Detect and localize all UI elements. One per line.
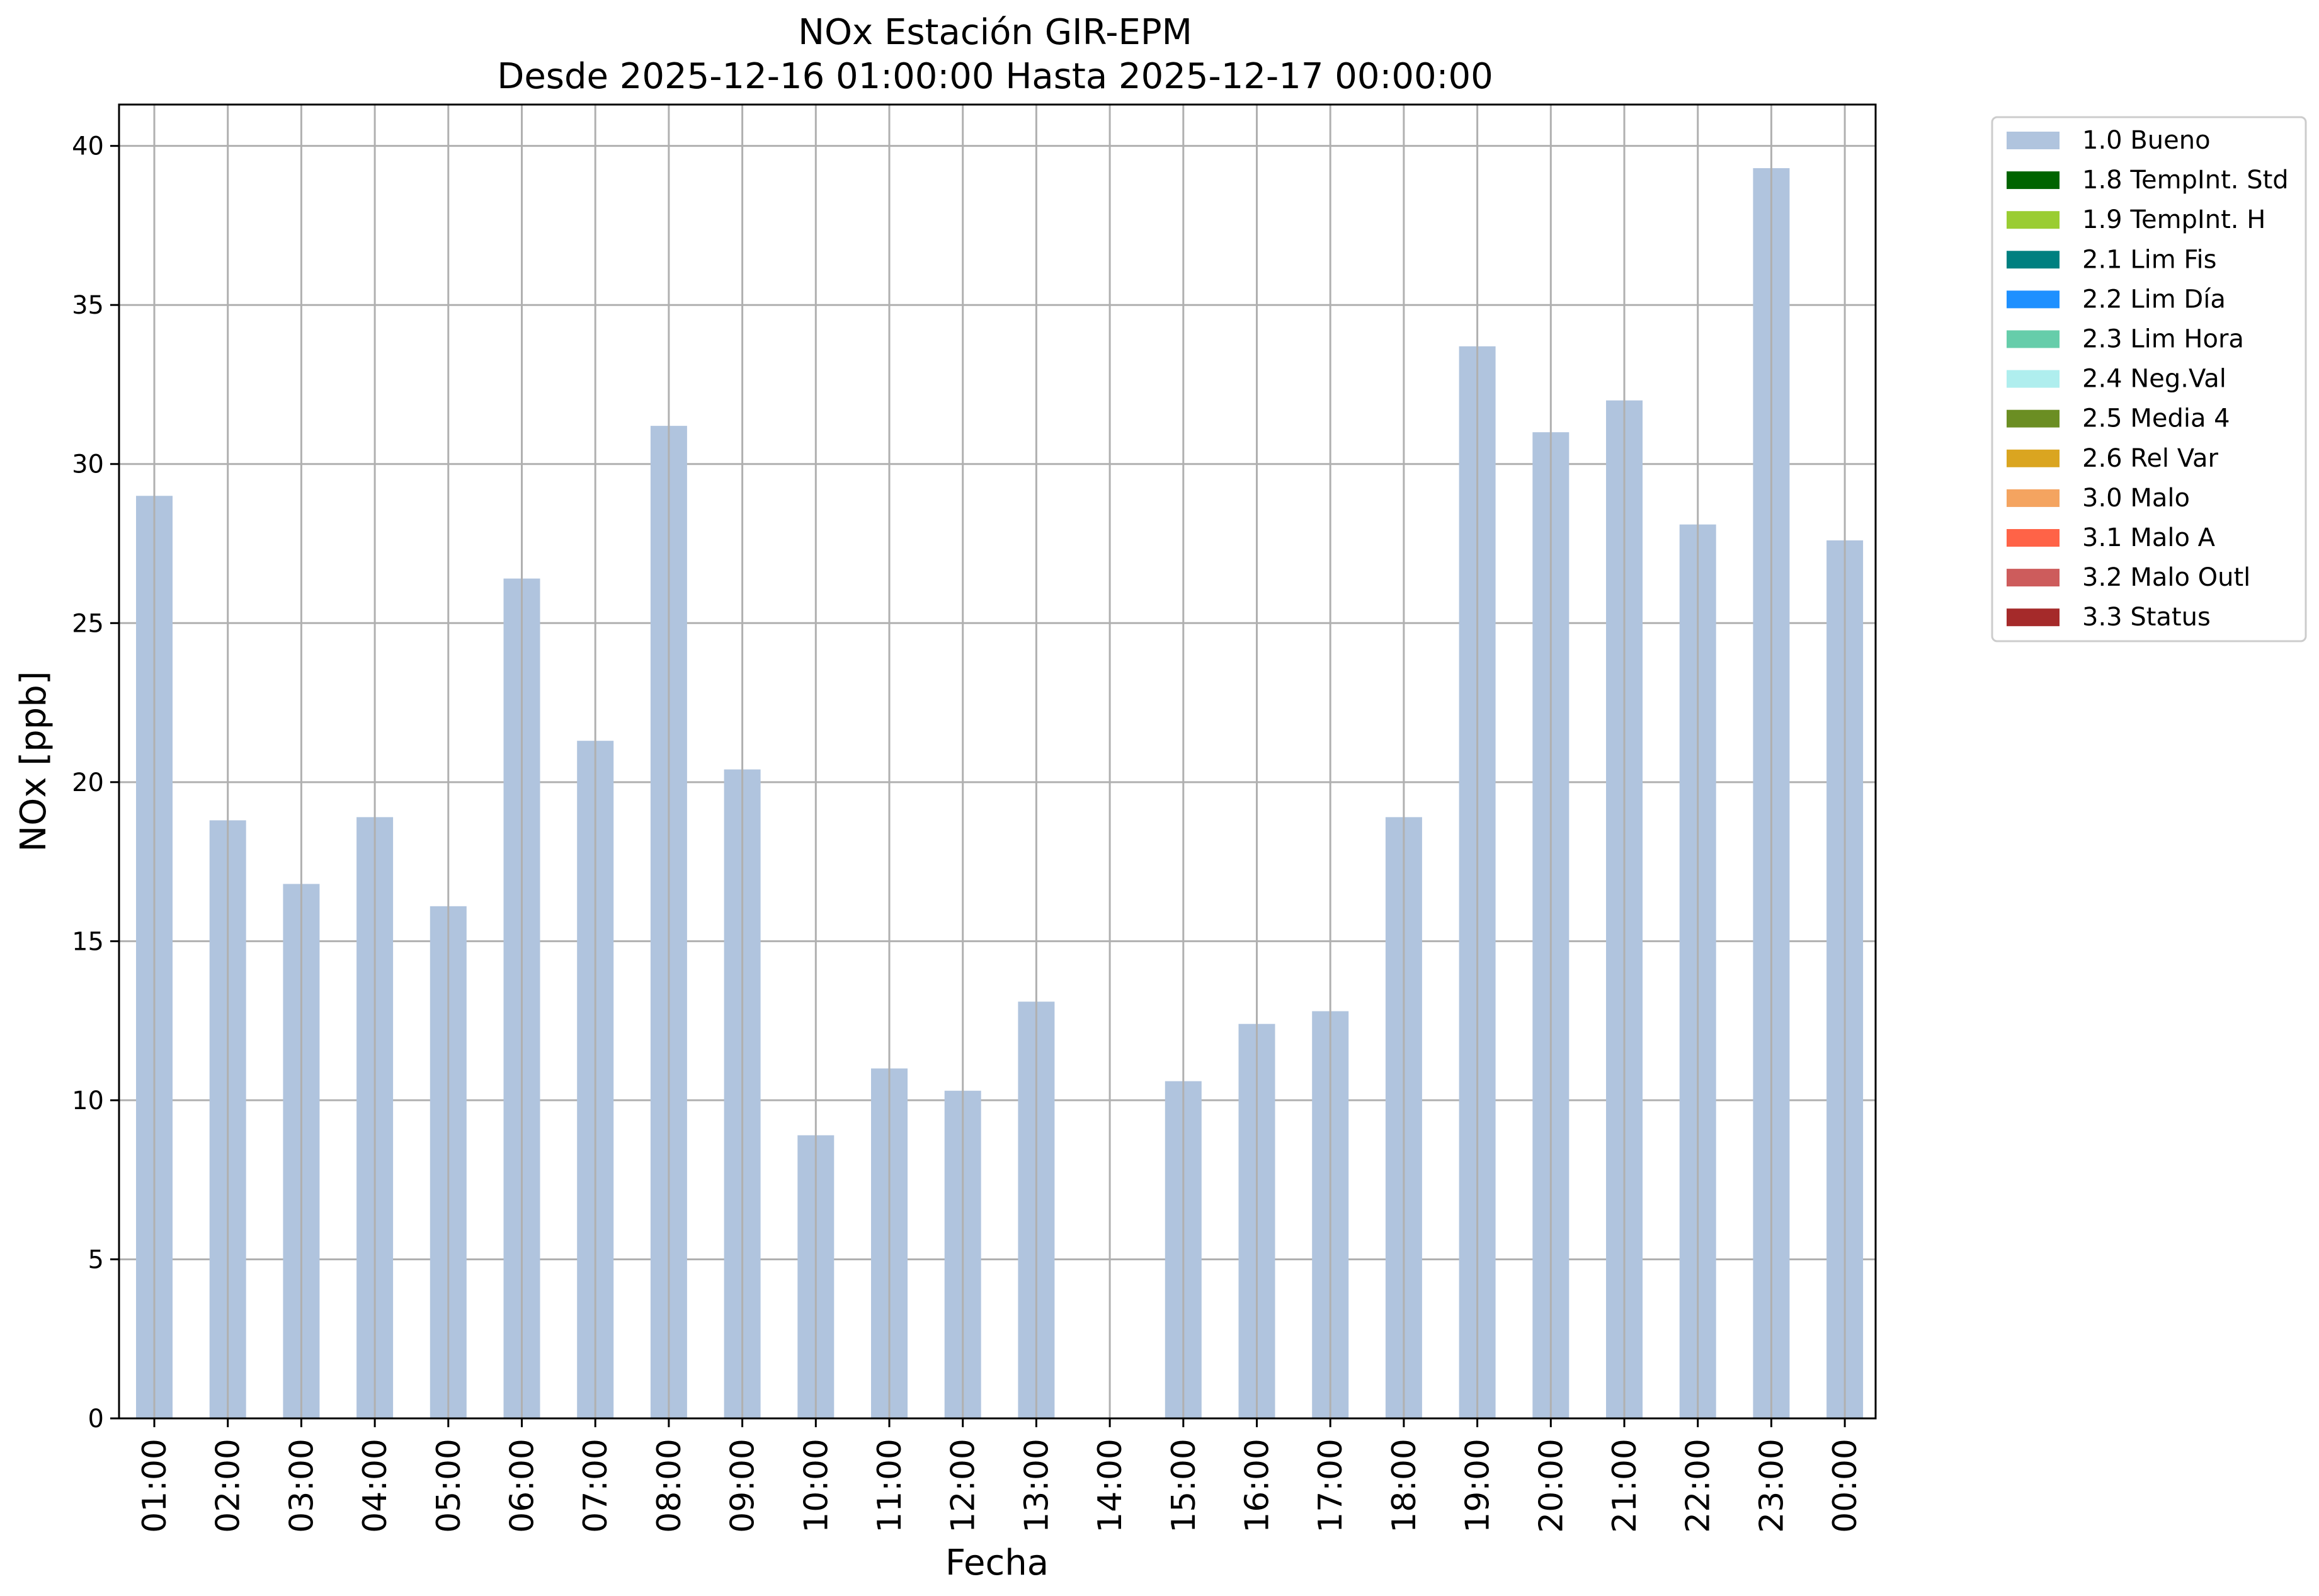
legend-label: 2.6 Rel Var: [2082, 444, 2219, 473]
grid-lines: [119, 145, 1876, 1420]
legend-swatch: [2007, 132, 2060, 149]
x-tick-label: 20:00: [1532, 1439, 1570, 1533]
y-tick-label: 35: [72, 291, 104, 320]
legend-label: 2.4 Neg.Val: [2082, 365, 2226, 394]
x-tick-label: 17:00: [1312, 1439, 1350, 1533]
x-tick-label: 15:00: [1165, 1439, 1203, 1533]
plot-frame: [118, 103, 1877, 1420]
legend-swatch: [2007, 489, 2060, 507]
x-tick-label: 23:00: [1753, 1439, 1791, 1533]
legend-label: 2.1 Lim Fis: [2082, 245, 2216, 274]
x-tick-label: 02:00: [210, 1439, 248, 1533]
y-tick-label: 0: [88, 1405, 104, 1434]
x-tick-label: 07:00: [577, 1439, 615, 1533]
x-tick-label: 06:00: [504, 1439, 542, 1533]
x-tick-label: 16:00: [1239, 1439, 1277, 1533]
legend-label: 3.1 Malo A: [2082, 523, 2216, 552]
x-tick-label: 04:00: [356, 1439, 394, 1533]
legend-label: 1.9 TempInt. H: [2082, 205, 2265, 234]
x-tick-label: 03:00: [283, 1439, 321, 1533]
legend: 1.0 Bueno 1.8 TempInt. Std 1.9 TempInt. H 2…: [1991, 116, 2307, 642]
x-axis-label: Fecha: [945, 1542, 1049, 1583]
legend-label: 3.3 Status: [2082, 603, 2211, 632]
x-tick-label: 22:00: [1680, 1439, 1718, 1533]
legend-label: 1.8 TempInt. Std: [2082, 166, 2289, 195]
y-tick-label: 30: [72, 450, 104, 479]
x-tick-label: 10:00: [797, 1439, 835, 1533]
legend-swatch: [2007, 569, 2060, 587]
chart-title-line2: Desde 2025-12-16 01:00:00 Hasta 2025-12-…: [497, 56, 1493, 97]
legend-frame: [1991, 116, 2307, 642]
y-tick-label: 40: [72, 132, 104, 161]
y-tick-label: 15: [72, 927, 104, 956]
legend-swatch: [2007, 171, 2060, 190]
chart-title-line1: NOx Estación GIR-EPM: [798, 12, 1192, 53]
y-tick-label: 5: [88, 1245, 104, 1274]
legend-swatch: [2007, 251, 2060, 269]
legend-swatch: [2007, 370, 2060, 388]
x-tick-label: 01:00: [136, 1439, 174, 1533]
x-tick-label: 08:00: [651, 1439, 688, 1533]
legend-swatch: [2007, 608, 2060, 627]
x-tick-label: 21:00: [1606, 1439, 1644, 1533]
x-axis-ticks: 01:00 02:00 03:00 04:00 05:00 06:00 07:00 08:00…: [136, 1418, 1864, 1533]
y-tick-label: 10: [72, 1086, 104, 1115]
legend-label: 3.2 Malo Outl: [2082, 563, 2250, 592]
legend-swatch: [2007, 409, 2060, 428]
legend-swatch: [2007, 529, 2060, 547]
x-tick-label: 11:00: [871, 1439, 909, 1533]
x-tick-label: 14:00: [1091, 1439, 1129, 1533]
legend-label: 1.0 Bueno: [2082, 126, 2211, 155]
x-tick-label: 00:00: [1826, 1439, 1864, 1533]
y-tick-label: 20: [72, 768, 104, 797]
x-tick-label: 13:00: [1018, 1439, 1056, 1533]
legend-label: 2.5 Media 4: [2082, 404, 2230, 433]
legend-label: 2.2 Lim Día: [2082, 285, 2226, 314]
x-tick-label: 19:00: [1459, 1439, 1497, 1533]
legend-label: 3.0 Malo: [2082, 484, 2190, 513]
bars: [136, 168, 1864, 1419]
y-tick-label: 25: [72, 609, 104, 638]
x-tick-label: 05:00: [430, 1439, 468, 1533]
x-grid-lines: [153, 105, 1846, 1418]
legend-label: 2.3 Lim Hora: [2082, 325, 2244, 354]
x-tick-label: 18:00: [1386, 1439, 1423, 1533]
y-axis-ticks: 0 5 10 15 20 25 30 35 40: [72, 132, 119, 1434]
legend-swatch: [2007, 211, 2060, 229]
legend-swatch: [2007, 449, 2060, 467]
legend-swatch: [2007, 290, 2060, 309]
legend-swatch: [2007, 330, 2060, 348]
y-axis-label: NOx [ppb]: [13, 671, 54, 852]
x-tick-label: 12:00: [945, 1439, 983, 1533]
x-tick-label: 09:00: [724, 1439, 762, 1533]
